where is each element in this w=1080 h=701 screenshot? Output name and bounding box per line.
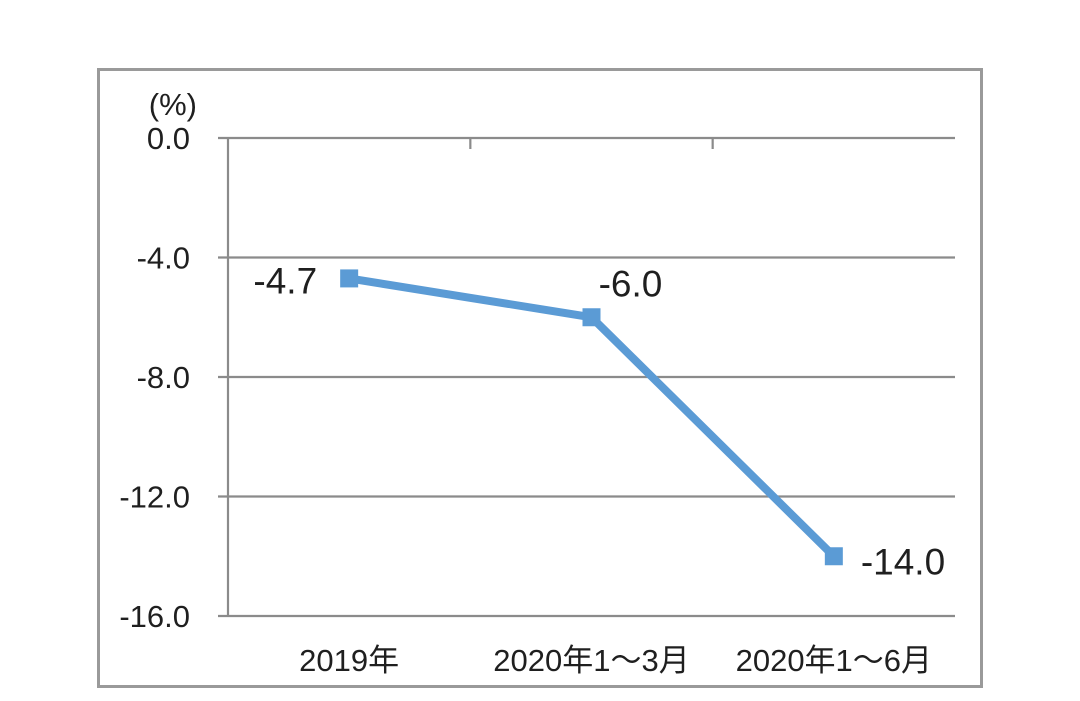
data-point-marker bbox=[824, 547, 843, 566]
data-label: -4.7 bbox=[253, 260, 317, 301]
y-tick-label: -12.0 bbox=[119, 480, 190, 515]
y-tick-label: -4.0 bbox=[137, 241, 190, 276]
x-tick-label: 2020年1～3月 bbox=[493, 643, 689, 678]
data-label: -6.0 bbox=[599, 263, 663, 304]
y-tick-label: -8.0 bbox=[137, 360, 190, 395]
x-tick-label: 2019年 bbox=[299, 643, 399, 678]
data-point-marker bbox=[582, 308, 601, 327]
data-label: -14.0 bbox=[861, 541, 945, 582]
y-axis-unit-label: (%) bbox=[148, 87, 197, 122]
x-tick-label: 2020年1～6月 bbox=[736, 643, 932, 678]
y-tick-label: 0.0 bbox=[147, 121, 190, 156]
y-tick-label: -16.0 bbox=[119, 599, 190, 634]
data-point-marker bbox=[340, 269, 359, 288]
